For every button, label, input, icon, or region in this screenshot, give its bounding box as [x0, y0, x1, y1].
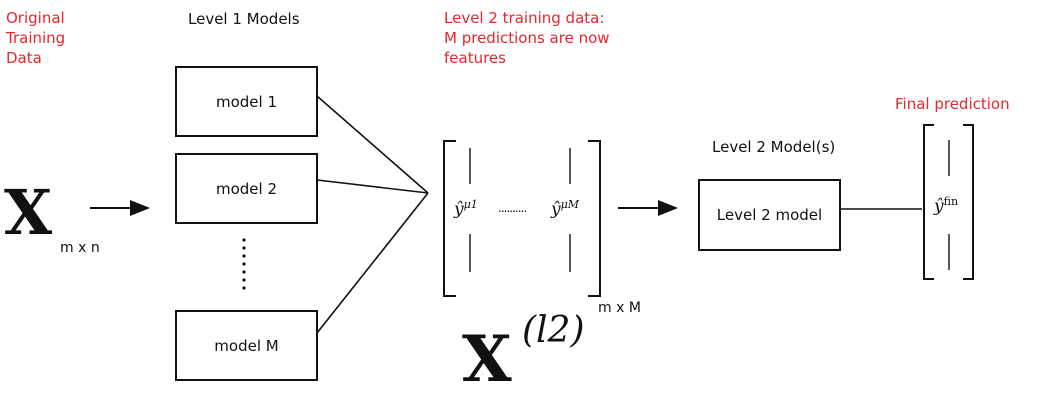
yhat-1: ŷμ1 [454, 198, 478, 220]
level2-model-title: Level 2 Model(s) [712, 138, 836, 156]
row-ellipsis: .......... [498, 201, 527, 215]
xl2-superscript: (l2) [522, 310, 585, 351]
level2-model-label: Level 2 model [716, 206, 823, 224]
xl2-matrix-symbol: X [462, 322, 512, 397]
input-matrix-symbol: X [4, 176, 53, 249]
level1-title: Level 1 Models [188, 10, 300, 28]
model-M-box: model M [175, 310, 318, 381]
yhat-final: ŷfin [934, 195, 959, 217]
original-data-label: Original Training Data [6, 9, 66, 67]
model-1-box: model 1 [175, 66, 318, 137]
level2-model-box: Level 2 model [698, 179, 841, 251]
final-vector-brackets [923, 124, 974, 280]
xl2-column-bars [469, 148, 571, 272]
modelM-connector [316, 192, 429, 334]
model-2-box: model 2 [175, 153, 318, 224]
xl2-matrix-brackets [443, 140, 601, 297]
input-matrix-dims: m x n [60, 240, 100, 256]
yhat-M: ŷμM [551, 198, 580, 220]
model-M-label: model M [214, 336, 279, 355]
vertical-ellipsis [242, 238, 246, 290]
model-2-label: model 2 [215, 179, 278, 198]
model-1-label: model 1 [215, 92, 278, 111]
level2-data-label: Level 2 training data: M predictions are… [444, 9, 610, 67]
model2-connector [316, 179, 429, 194]
model1-connector [316, 95, 429, 194]
final-prediction-label: Final prediction [895, 95, 1010, 113]
xl2-matrix-dims: m x M [598, 300, 641, 316]
